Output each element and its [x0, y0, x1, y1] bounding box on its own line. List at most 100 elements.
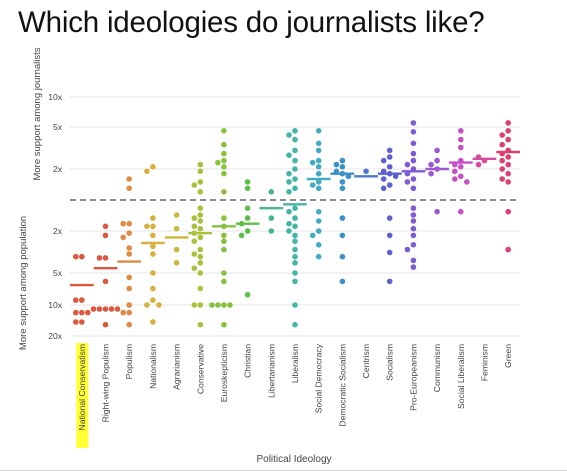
data-point [292, 185, 298, 192]
highlight-marker [76, 343, 89, 448]
data-point [221, 128, 227, 134]
x-tick-group: Green [503, 344, 513, 368]
x-tick-group: Nationalism [148, 344, 158, 389]
data-point [215, 159, 221, 166]
data-point [315, 218, 322, 224]
data-point [197, 179, 204, 185]
data-point [79, 253, 85, 260]
data-point [339, 278, 346, 285]
data-point [309, 159, 316, 166]
data-point [292, 302, 298, 308]
x-tick-label: Democratic Socialism [337, 344, 347, 427]
data-point [505, 136, 512, 143]
y-axis-label-upper: More support among journalists [32, 47, 43, 180]
data-point [221, 164, 227, 170]
x-tick-group: Agrarianism [172, 344, 182, 390]
data-point [339, 232, 346, 239]
x-tick-label: Pro-Europeanism [408, 344, 418, 411]
x-tick-label: Communism [432, 344, 442, 392]
data-point [386, 215, 393, 221]
data-point [173, 212, 180, 218]
data-point [434, 157, 440, 164]
data-point [464, 179, 470, 185]
data-point [268, 189, 275, 195]
data-point [244, 205, 251, 211]
data-point [386, 154, 393, 160]
data-point [363, 168, 369, 175]
x-tick-label: Euroskepticism [219, 344, 229, 402]
data-point [292, 128, 298, 134]
data-point [79, 319, 85, 325]
data-point [292, 246, 298, 253]
data-point [315, 157, 322, 164]
data-point [96, 306, 103, 312]
data-point [315, 128, 322, 134]
x-tick-group: National Conservatism [76, 343, 89, 448]
data-point [73, 319, 79, 325]
x-tick-group: Euroskepticism [219, 344, 229, 402]
data-point [458, 208, 464, 215]
median-markers [70, 150, 520, 287]
data-point [102, 321, 109, 328]
data-point [191, 223, 198, 230]
x-tick-group: Populism [124, 344, 134, 379]
data-point [150, 223, 156, 230]
x-tick-group: Christian [243, 344, 253, 378]
data-point [102, 306, 109, 312]
x-tick-group: Liberalism [290, 344, 300, 383]
data-point [268, 228, 275, 234]
data-point [292, 238, 298, 244]
x-tick-group: Centrism [361, 344, 371, 378]
data-point [197, 218, 204, 224]
data-point [244, 179, 251, 185]
data-point [292, 253, 298, 260]
data-point [221, 189, 227, 195]
data-point [292, 157, 298, 164]
data-point [150, 319, 156, 325]
data-point [286, 208, 292, 215]
data-point [410, 218, 417, 224]
data-point [197, 168, 204, 175]
data-point [452, 176, 458, 182]
data-point [505, 246, 512, 253]
data-point [79, 309, 85, 316]
data-point [244, 228, 251, 234]
data-point [292, 270, 298, 276]
data-point [339, 185, 346, 192]
data-point [221, 246, 227, 253]
data-points [73, 120, 512, 328]
data-point [126, 185, 132, 192]
data-point [221, 238, 227, 244]
data-point [244, 185, 251, 192]
data-point [191, 251, 198, 257]
y-tick-label: 10x [48, 92, 62, 102]
y-tick-label: 5x [53, 268, 63, 278]
data-point [505, 161, 512, 168]
data-point [315, 253, 322, 260]
data-point [197, 205, 204, 211]
data-point [410, 242, 417, 248]
data-point [410, 176, 417, 182]
data-point [315, 208, 322, 215]
data-point [120, 309, 126, 316]
x-tick-label: Green [503, 344, 513, 368]
data-point [221, 215, 227, 221]
data-point [292, 205, 298, 211]
data-point [221, 232, 227, 239]
data-point [221, 321, 227, 328]
x-tick-label: Feminism [480, 344, 490, 381]
data-point [410, 140, 417, 147]
data-point [458, 164, 464, 170]
data-point [156, 302, 162, 308]
data-point [410, 232, 417, 239]
data-point [410, 205, 417, 211]
data-point [505, 170, 512, 177]
data-point [102, 278, 109, 285]
x-tick-label: Libertarianism [266, 344, 276, 398]
x-tick-group: Social Liberalism [456, 344, 466, 409]
data-point [126, 302, 132, 308]
y-tick-label: 20x [48, 331, 62, 341]
data-point [410, 257, 417, 264]
data-point [268, 215, 275, 221]
data-point [292, 136, 298, 143]
